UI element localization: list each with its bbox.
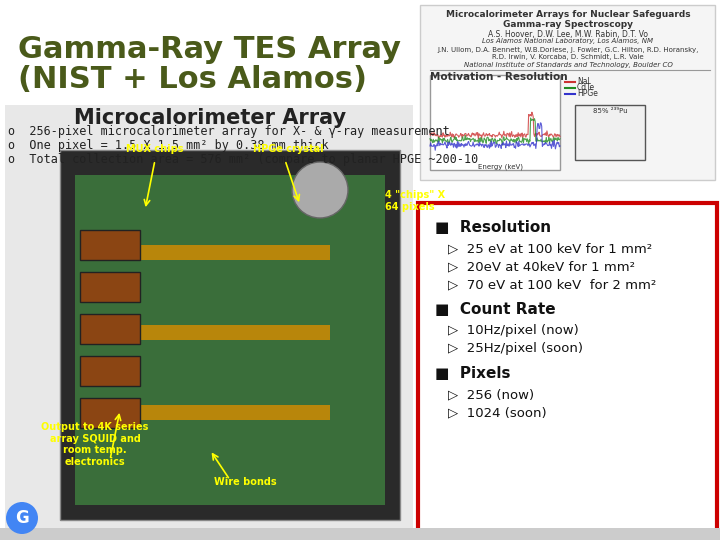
Text: Microcalorimeter Arrays for Nuclear Safeguards
Gamma-ray Spectroscopy: Microcalorimeter Arrays for Nuclear Safe… bbox=[446, 10, 690, 29]
Circle shape bbox=[292, 162, 348, 218]
Text: MUX chips: MUX chips bbox=[126, 144, 184, 154]
FancyBboxPatch shape bbox=[575, 105, 645, 160]
Circle shape bbox=[6, 502, 38, 534]
Text: HPGe: HPGe bbox=[577, 90, 598, 98]
Text: 4 "chips" X
64 pixels: 4 "chips" X 64 pixels bbox=[385, 191, 445, 212]
Bar bbox=[80, 356, 140, 386]
Bar bbox=[80, 314, 140, 344]
Text: o  One pixel = 1.5 X 1.5 mm² by 0.38 mm thick: o One pixel = 1.5 X 1.5 mm² by 0.38 mm t… bbox=[8, 139, 328, 152]
Bar bbox=[130, 245, 330, 260]
Bar bbox=[80, 272, 140, 302]
Text: Motivation - Resolution: Motivation - Resolution bbox=[430, 72, 567, 82]
Bar bbox=[80, 398, 140, 428]
Text: Los Alamos National Laboratory, Los Alamos, NM: Los Alamos National Laboratory, Los Alam… bbox=[482, 38, 654, 44]
Text: NaI: NaI bbox=[577, 78, 590, 86]
FancyBboxPatch shape bbox=[420, 5, 715, 180]
Text: 85% ²³⁹Pu: 85% ²³⁹Pu bbox=[593, 108, 627, 114]
FancyBboxPatch shape bbox=[418, 203, 717, 537]
FancyBboxPatch shape bbox=[75, 175, 385, 505]
Text: o  256-pixel microcalorimeter array for X- & γ-ray measurement: o 256-pixel microcalorimeter array for X… bbox=[8, 125, 450, 138]
Text: ■  Count Rate: ■ Count Rate bbox=[435, 302, 556, 317]
Text: ▷  256 (now): ▷ 256 (now) bbox=[448, 388, 534, 401]
Text: o  Total collection area = 576 mm² (compare to planar HPGE ~200-10: o Total collection area = 576 mm² (compa… bbox=[8, 153, 478, 166]
Text: ▷  10Hz/pixel (now): ▷ 10Hz/pixel (now) bbox=[448, 324, 579, 337]
Text: ■  Pixels: ■ Pixels bbox=[435, 366, 510, 381]
Text: Gamma-Ray TES Array: Gamma-Ray TES Array bbox=[18, 35, 401, 64]
FancyBboxPatch shape bbox=[5, 105, 413, 535]
Text: ▷  20eV at 40keV for 1 mm²: ▷ 20eV at 40keV for 1 mm² bbox=[448, 260, 635, 273]
Text: ▷  25Hz/pixel (soon): ▷ 25Hz/pixel (soon) bbox=[448, 342, 583, 355]
Bar bbox=[80, 230, 140, 260]
FancyBboxPatch shape bbox=[60, 150, 400, 520]
Bar bbox=[130, 405, 330, 420]
Text: ▷  25 eV at 100 keV for 1 mm²: ▷ 25 eV at 100 keV for 1 mm² bbox=[448, 242, 652, 255]
Text: HPGe crystal: HPGe crystal bbox=[253, 144, 323, 154]
Text: G: G bbox=[15, 509, 29, 527]
Text: ▷  70 eV at 100 keV  for 2 mm²: ▷ 70 eV at 100 keV for 2 mm² bbox=[448, 278, 656, 291]
Text: CdTe: CdTe bbox=[577, 84, 595, 92]
Text: Microcalorimeter Array: Microcalorimeter Array bbox=[74, 108, 346, 128]
Text: ▷  1024 (soon): ▷ 1024 (soon) bbox=[448, 406, 546, 419]
Text: Energy (keV): Energy (keV) bbox=[477, 163, 523, 170]
Text: Wire bonds: Wire bonds bbox=[214, 477, 276, 487]
Bar bbox=[130, 325, 330, 340]
Text: ■  Resolution: ■ Resolution bbox=[435, 220, 551, 235]
FancyBboxPatch shape bbox=[430, 75, 560, 170]
Text: A.S. Hoover, D.W. Lee, M.W. Rabin, D.T. Vo: A.S. Hoover, D.W. Lee, M.W. Rabin, D.T. … bbox=[488, 30, 648, 39]
Text: (NIST + Los Alamos): (NIST + Los Alamos) bbox=[18, 65, 367, 94]
FancyBboxPatch shape bbox=[0, 528, 720, 540]
Text: J.N. Ullom, D.A. Bennett, W.B.Doriese, J. Fowler, G.C. Hilton, R.D. Horansky,
R.: J.N. Ullom, D.A. Bennett, W.B.Doriese, J… bbox=[437, 47, 698, 60]
Text: Output to 4K series
array SQUID and
room temp.
electronics: Output to 4K series array SQUID and room… bbox=[41, 422, 149, 467]
Text: National Institute of Standards and Technology, Boulder CO: National Institute of Standards and Tech… bbox=[464, 62, 672, 68]
